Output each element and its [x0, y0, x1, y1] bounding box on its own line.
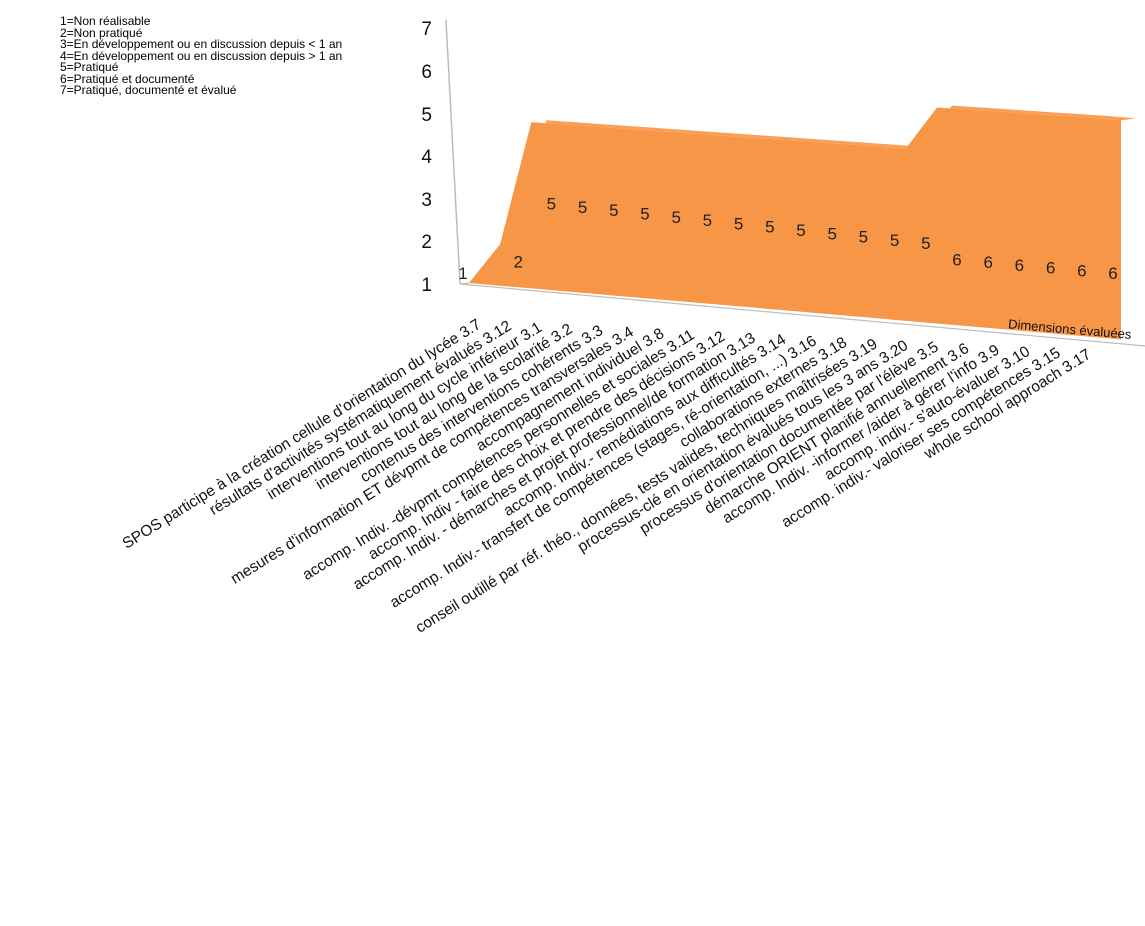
- data-label: 5: [890, 231, 899, 250]
- data-label: 5: [671, 208, 680, 227]
- data-label: 5: [734, 214, 743, 233]
- legend-entry: 6=Pratiqué et documenté: [60, 71, 195, 86]
- data-label: 5: [547, 195, 556, 214]
- data-label: 6: [1108, 264, 1117, 283]
- x-axis-line: [459, 283, 1145, 347]
- legend-entry: 4=En développement ou en discussion depu…: [60, 48, 343, 63]
- data-label: 2: [513, 253, 522, 272]
- data-label: 5: [640, 204, 649, 223]
- data-label: 6: [983, 253, 992, 272]
- y-tick-label: 7: [421, 19, 432, 40]
- y-axis-line: [445, 19, 461, 285]
- data-label: 5: [796, 221, 805, 240]
- data-label: 5: [921, 234, 930, 253]
- y-tick-label: 1: [421, 275, 432, 296]
- legend-entry: 1=Non réalisable: [60, 14, 151, 28]
- legend-entry: 3=En développement ou en discussion depu…: [60, 37, 343, 51]
- y-tick-label: 6: [421, 62, 432, 83]
- data-label: 5: [609, 201, 618, 220]
- y-axis-ticks: 1 2 3 4 5 6 7: [421, 19, 432, 296]
- x-axis-labels: SPOS participe à la création cellule d'o…: [120, 316, 1094, 637]
- data-label: 5: [578, 198, 587, 217]
- data-label: 6: [1046, 259, 1055, 278]
- area-series: [469, 105, 1136, 340]
- area-front-face: [469, 107, 1121, 340]
- chart-axes: [445, 19, 1145, 347]
- y-tick-label: 5: [421, 105, 432, 126]
- data-label: 6: [1015, 256, 1024, 275]
- legend-entry: 5=Pratiqué: [60, 60, 119, 74]
- data-label: 1: [458, 264, 467, 283]
- y-tick-label: 3: [421, 190, 432, 211]
- legend: 1=Non réalisable 2=Non pratiqué 3=En dével…: [60, 14, 343, 97]
- y-tick-label: 2: [421, 232, 432, 253]
- data-label: 6: [952, 250, 961, 269]
- depth-axis-line: [459, 282, 470, 285]
- data-label: 6: [1077, 261, 1086, 280]
- data-label: 5: [827, 224, 836, 243]
- data-label: 5: [703, 211, 712, 230]
- legend-entry: 7=Pratiqué, documenté et évalué: [60, 83, 237, 97]
- data-labels: 1 2 5 5 5 5 5 5 5 5 5 5 5 5 5 6 6 6 6 6 6: [458, 195, 1117, 283]
- data-label: 5: [859, 228, 868, 247]
- legend-entry: 2=Non pratiqué: [60, 25, 143, 40]
- y-tick-label: 4: [421, 147, 432, 168]
- data-label: 5: [765, 218, 774, 237]
